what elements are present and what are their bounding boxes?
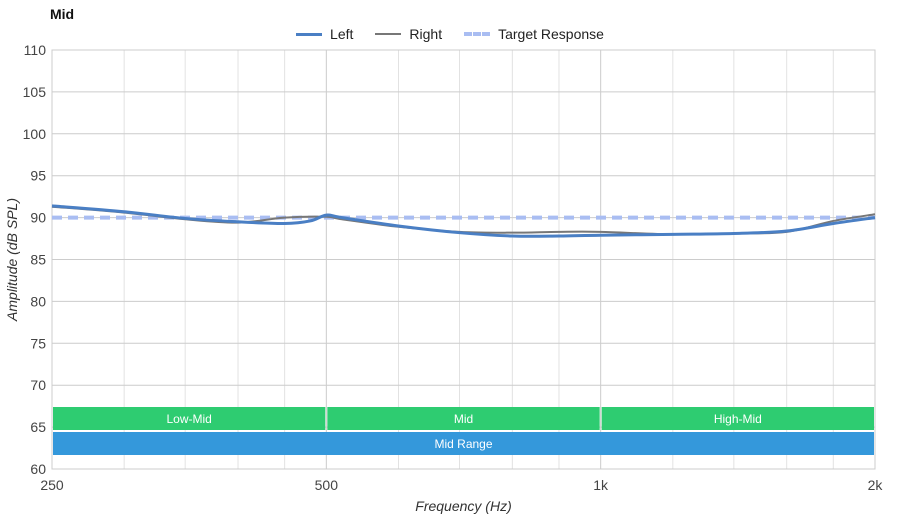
series-line-left	[51, 204, 876, 238]
legend-label: Target Response	[498, 26, 604, 42]
legend-item-left[interactable]: Left	[296, 26, 353, 42]
y-tick-label: 110	[24, 42, 47, 58]
x-tick-label: 500	[315, 477, 339, 493]
legend-swatch	[296, 32, 323, 36]
band-mid	[327, 407, 600, 430]
y-tick-label: 105	[23, 84, 47, 100]
chart-title: Mid	[50, 6, 75, 22]
band-label: High-Mid	[714, 412, 762, 426]
y-tick-label: 65	[30, 419, 46, 435]
legend-label: Left	[330, 26, 354, 42]
y-tick-label: 70	[30, 377, 46, 393]
band-low-mid	[53, 407, 326, 430]
y-tick-label: 95	[30, 168, 46, 184]
y-tick-label: 75	[30, 335, 46, 351]
plot-border	[51, 49, 876, 470]
legend-label: Right	[409, 26, 443, 42]
y-tick-label: 90	[30, 210, 46, 226]
legend-swatch	[375, 33, 402, 35]
legend-item-right[interactable]: Right	[375, 26, 442, 42]
series-line-right	[51, 205, 876, 236]
y-tick-label: 80	[30, 293, 46, 309]
band-label: Mid Range	[434, 437, 492, 451]
legend-swatch	[464, 32, 491, 36]
x-tick-label: 1k	[593, 477, 609, 493]
y-tick-label: 85	[30, 252, 46, 268]
legend: Left Right Target Response	[0, 26, 900, 42]
band-high-mid	[601, 407, 874, 430]
y-axis-label: Amplitude (dB SPL)	[4, 198, 20, 322]
y-tick-label: 60	[30, 461, 46, 477]
x-tick-label: 250	[40, 477, 64, 493]
band-label: Low-Mid	[166, 412, 211, 426]
band-mid-range	[53, 432, 874, 455]
y-tick-label: 100	[23, 126, 47, 142]
x-axis-label: Frequency (Hz)	[415, 498, 511, 514]
band-label: Mid	[454, 412, 473, 426]
legend-item-target-response[interactable]: Target Response	[464, 26, 604, 42]
x-tick-label: 2k	[868, 477, 884, 493]
